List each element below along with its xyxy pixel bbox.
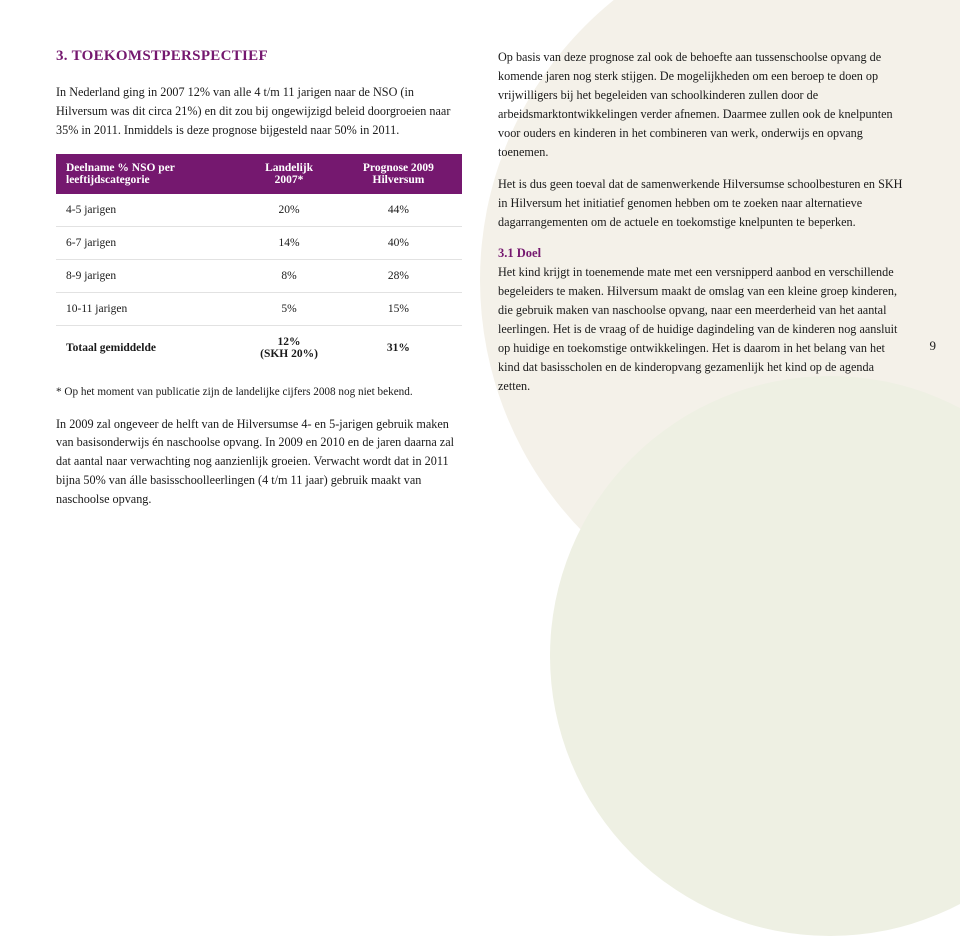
table-cell: 28% xyxy=(335,259,462,292)
page-content: 3. TOEKOMSTPERSPECTIEF In Nederland ging… xyxy=(0,0,960,563)
table-cell: 12%(SKH 20%) xyxy=(243,325,335,370)
left-para-2: In 2009 zal ongeveer de helft van de Hil… xyxy=(56,415,462,510)
table-row: 8-9 jarigen8%28% xyxy=(56,259,462,292)
table-cell: 8% xyxy=(243,259,335,292)
right-para-3: Het kind krijgt in toenemende mate met e… xyxy=(498,263,904,395)
table-header-col2: Landelijk 2007* xyxy=(243,154,335,194)
table-cell: 31% xyxy=(335,325,462,370)
table-cell: 40% xyxy=(335,226,462,259)
table-row: 4-5 jarigen20%44% xyxy=(56,194,462,227)
table-row: 6-7 jarigen14%40% xyxy=(56,226,462,259)
table-header-col3: Prognose 2009 Hilversum xyxy=(335,154,462,194)
right-para-1: Op basis van deze prognose zal ook de be… xyxy=(498,48,904,161)
table-row: 10-11 jarigen5%15% xyxy=(56,292,462,325)
table-cell: 10-11 jarigen xyxy=(56,292,243,325)
table-cell: Totaal gemiddelde xyxy=(56,325,243,370)
table-cell: 8-9 jarigen xyxy=(56,259,243,292)
right-column: Op basis van deze prognose zal ook de be… xyxy=(498,48,904,523)
table-row: Totaal gemiddelde12%(SKH 20%)31% xyxy=(56,325,462,370)
left-column: 3. TOEKOMSTPERSPECTIEF In Nederland ging… xyxy=(56,48,462,523)
table-cell: 5% xyxy=(243,292,335,325)
table-footnote: * Op het moment van publicatie zijn de l… xyxy=(56,384,462,401)
subsection-heading: 3.1 Doel xyxy=(498,246,904,261)
table-cell: 15% xyxy=(335,292,462,325)
table-cell: 14% xyxy=(243,226,335,259)
table-cell: 20% xyxy=(243,194,335,227)
intro-paragraph: In Nederland ging in 2007 12% van alle 4… xyxy=(56,83,462,140)
table-cell: 44% xyxy=(335,194,462,227)
page-number: 9 xyxy=(930,338,937,354)
data-table: Deelname % NSO per leeftijdscategorie La… xyxy=(56,154,462,370)
table-header-col1: Deelname % NSO per leeftijdscategorie xyxy=(56,154,243,194)
table-cell: 4-5 jarigen xyxy=(56,194,243,227)
table-cell: 6-7 jarigen xyxy=(56,226,243,259)
section-heading: 3. TOEKOMSTPERSPECTIEF xyxy=(56,48,462,65)
right-para-2: Het is dus geen toeval dat de samenwerke… xyxy=(498,175,904,232)
